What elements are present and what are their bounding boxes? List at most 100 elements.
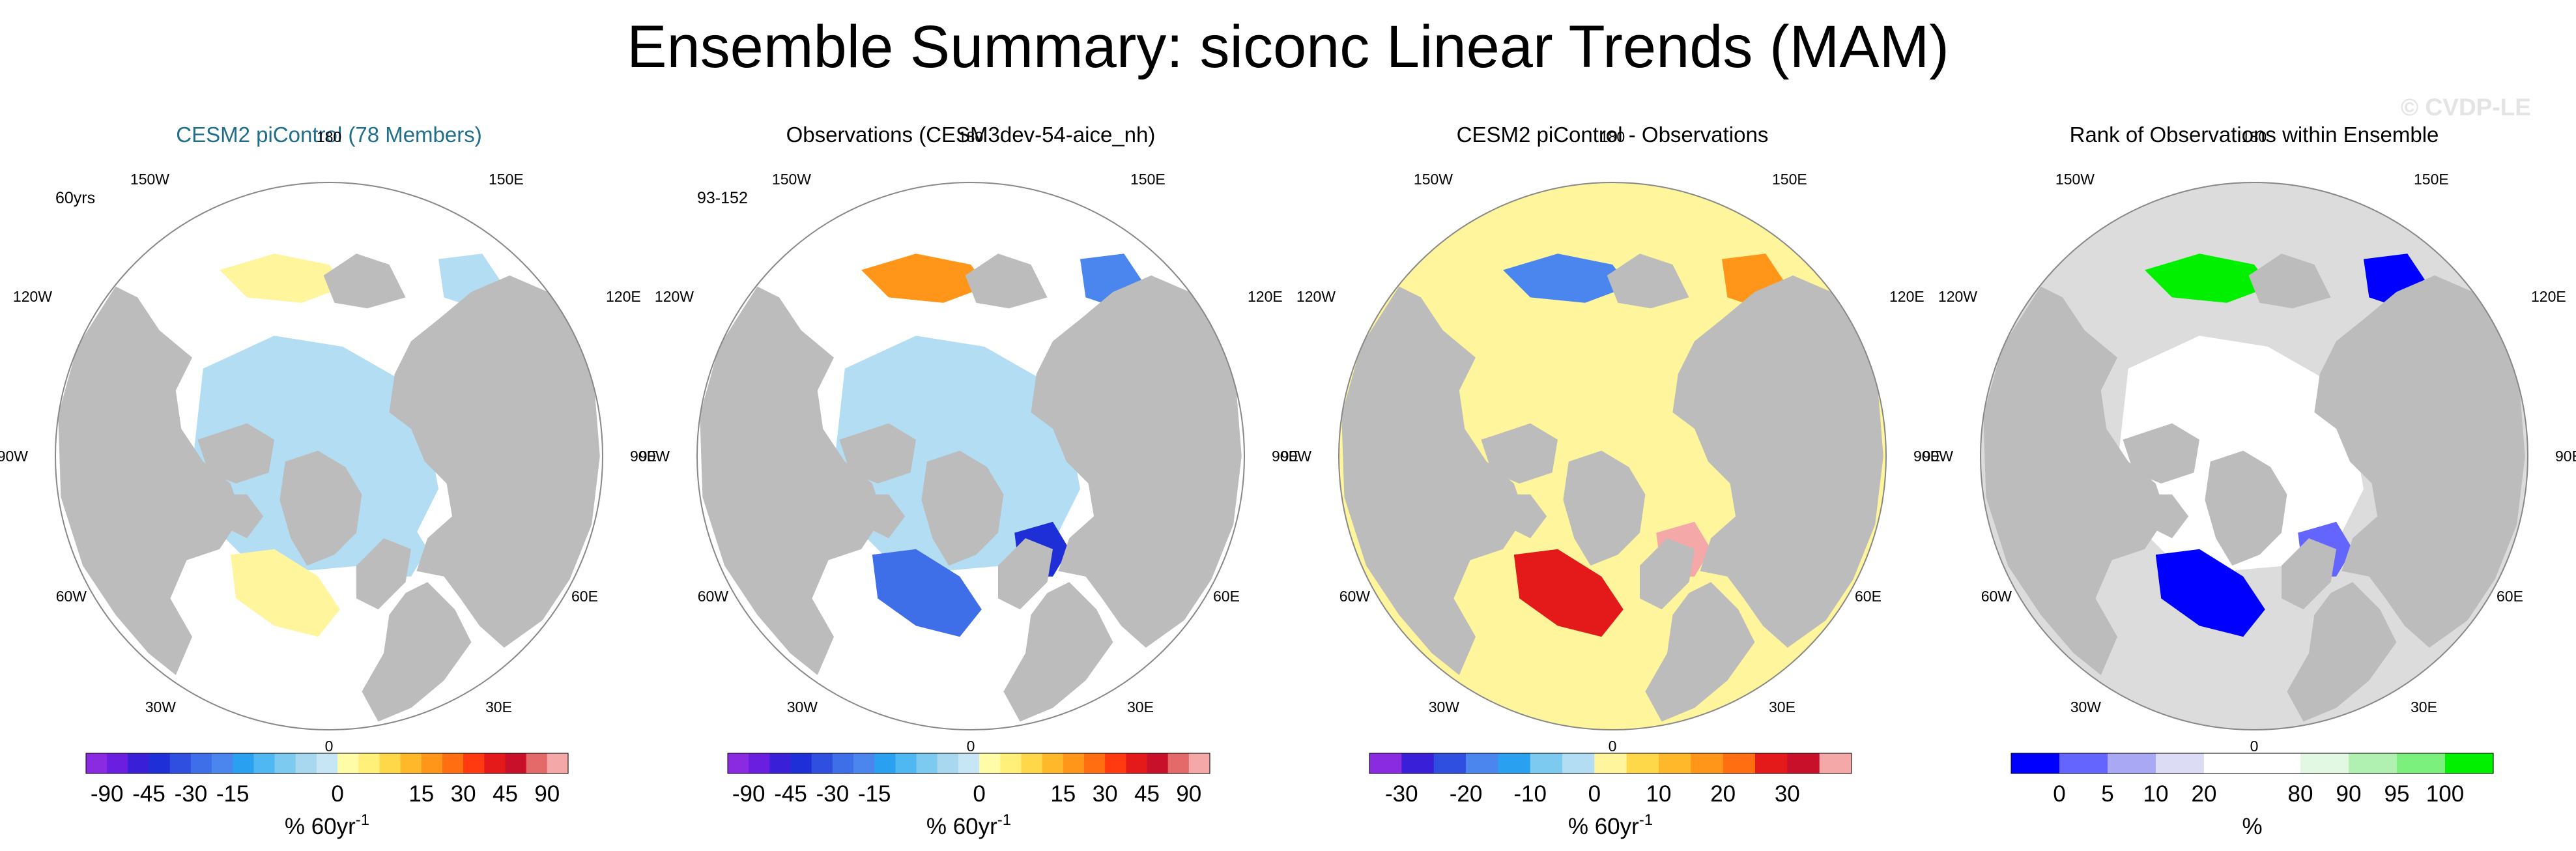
- colorbar-swatch: [169, 753, 192, 773]
- longitude-label: 60E: [571, 588, 598, 605]
- colorbar-swatch: [526, 753, 548, 773]
- colorbar-tick-label: 30: [451, 781, 476, 807]
- land-archipel: [197, 423, 274, 483]
- colorbar-tick-label: 45: [1134, 781, 1160, 807]
- colorbar-swatch: [212, 753, 233, 773]
- longitude-label: 150E: [1772, 171, 1807, 188]
- land-namerica: [58, 286, 242, 676]
- colorbar-tick-label: 30: [1093, 781, 1118, 807]
- colorbar-tick-label: 5: [2101, 781, 2113, 807]
- period-label: 60yrs: [55, 189, 95, 207]
- colorbar-swatch: [2011, 753, 2060, 773]
- colorbar-frame: [85, 753, 569, 774]
- colorbar-tick-label: 20: [2192, 781, 2217, 807]
- longitude-label: 180: [317, 128, 341, 145]
- land-chukotka: [2248, 253, 2331, 309]
- longitude-label: 150E: [489, 171, 524, 188]
- colorbar-swatch: [916, 753, 938, 773]
- longitude-label: 120E: [2531, 288, 2566, 305]
- colorbar-tick-label: -45: [774, 781, 807, 807]
- land-greenland: [2205, 450, 2287, 566]
- colorbar-tick-label: 80: [2288, 781, 2313, 807]
- longitude-label: 30W: [2070, 699, 2102, 715]
- longitude-label: 120W: [1938, 288, 1977, 305]
- colorbar-swatch: [1498, 753, 1531, 773]
- longitude-label: 60W: [1981, 588, 2012, 605]
- longitude-label: 90E: [1913, 448, 1940, 465]
- land-namerica: [700, 286, 883, 676]
- colorbar-tick-label: 0: [1588, 781, 1601, 807]
- land-greenland: [1563, 450, 1646, 566]
- colorbar-tick-label: -45: [132, 781, 165, 807]
- land-greenland: [921, 450, 1004, 566]
- longitude-label: 120E: [1889, 288, 1925, 305]
- colorbar-tick-label: -30: [816, 781, 850, 807]
- panel-title: Rank of Observations within Ensemble: [2070, 123, 2439, 147]
- land-eurasia: [1672, 275, 1883, 648]
- colorbar-swatch: [1562, 753, 1595, 773]
- colorbar-swatch: [1787, 753, 1820, 773]
- colorbar-swatch: [2156, 753, 2205, 773]
- map-panel-2: Observations (CESM3dev-54-aice_nh)180150…: [639, 123, 1298, 839]
- land-europe: [1003, 582, 1113, 722]
- colorbar-swatch: [400, 753, 422, 773]
- longitude-label: 60E: [1213, 588, 1240, 605]
- bering-sea-field: [2145, 253, 2271, 303]
- colorbar-frame: [1369, 753, 1852, 774]
- longitude-label: 0: [1609, 738, 1617, 755]
- colorbar-swatch: [1147, 753, 1169, 773]
- land-eurasia: [2314, 275, 2525, 648]
- colorbar-swatch: [853, 753, 875, 773]
- colorbar-swatch: [316, 753, 338, 773]
- longitude-label: 150W: [772, 171, 811, 188]
- colorbar-swatch: [2300, 753, 2349, 773]
- land-archipel: [2123, 423, 2199, 483]
- land-europe: [362, 582, 472, 722]
- colorbar-tick-label: 10: [2143, 781, 2169, 807]
- longitude-label: 90W: [0, 448, 28, 465]
- land-namerica: [1983, 286, 2167, 676]
- colorbar-tick-label: -10: [1513, 781, 1547, 807]
- colorbar-swatch: [769, 753, 792, 773]
- colorbar-swatch: [128, 753, 150, 773]
- land-baffin: [220, 494, 264, 538]
- longitude-label: 150E: [2414, 171, 2449, 188]
- longitude-label: 30W: [1429, 699, 1460, 715]
- main-title: Ensemble Summary: siconc Linear Trends (…: [627, 14, 1949, 80]
- colorbar-tick-label: 10: [1646, 781, 1672, 807]
- colorbar-swatch: [149, 753, 171, 773]
- longitude-label: 90E: [1272, 448, 1298, 465]
- land-chukotka: [1607, 253, 1689, 309]
- colorbar-swatch: [1167, 753, 1190, 773]
- watermark-text: © CVDP-LE: [2401, 94, 2531, 121]
- colorbar-swatch: [505, 753, 527, 773]
- colorbar-frame: [727, 753, 1210, 774]
- colorbar-swatch: [1084, 753, 1106, 773]
- longitude-label: 0: [2250, 738, 2259, 755]
- longitude-label: 120W: [655, 288, 694, 305]
- panel-title: CESM2 piControl (78 Members): [176, 123, 481, 147]
- colorbar-swatch: [790, 753, 812, 773]
- map-border: [55, 182, 603, 730]
- longitude-label: 60W: [698, 588, 729, 605]
- land-baffin: [2145, 494, 2189, 538]
- longitude-label: 120W: [13, 288, 52, 305]
- land-europe: [1645, 582, 1755, 722]
- colorbar-tick-label: 95: [2384, 781, 2410, 807]
- colorbar-swatch: [1594, 753, 1627, 773]
- colorbar-swatch: [190, 753, 212, 773]
- colorbar-frame: [2011, 753, 2494, 774]
- longitude-label: 90W: [1281, 448, 1312, 465]
- longitude-label: 30W: [787, 699, 818, 715]
- colorbar-swatch: [463, 753, 485, 773]
- land-greenland: [279, 450, 362, 566]
- colorbar-tick-label: 90: [1176, 781, 1201, 807]
- colorbar-tick-label: -15: [216, 781, 250, 807]
- longitude-label: 30E: [1769, 699, 1796, 715]
- longitude-label: 90W: [1923, 448, 1954, 465]
- land-scand: [2282, 538, 2336, 610]
- map-border: [1338, 182, 1887, 730]
- land-europe: [2287, 582, 2397, 722]
- longitude-label: 150W: [1414, 171, 1453, 188]
